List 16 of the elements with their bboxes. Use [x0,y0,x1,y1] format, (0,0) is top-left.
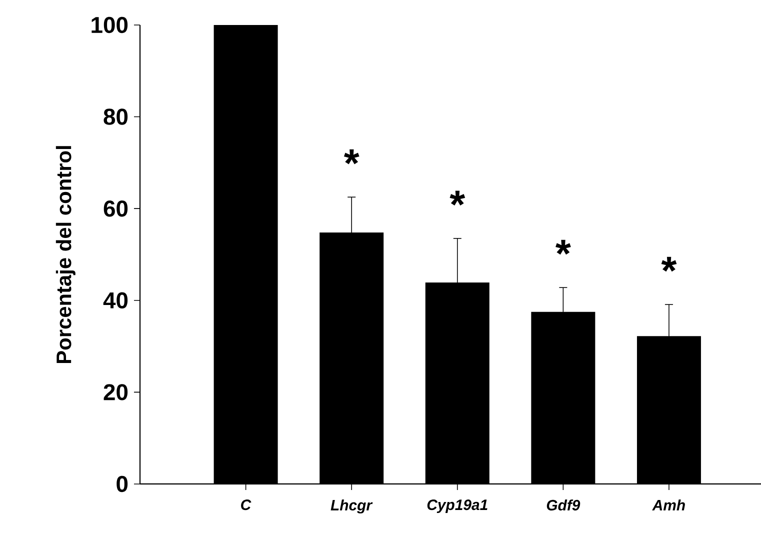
x-tick-label: Lhcgr [330,500,373,514]
y-tick-label: 100 [92,16,128,34]
y-axis-title: Porcentaje del control [56,146,76,363]
annotation: * [450,190,466,206]
x-tick-label: Gdf9 [546,500,580,510]
x-tick-label: Amh [652,500,685,510]
y-tick-label: 20 [104,384,128,400]
annotation: * [556,240,571,255]
annotation: * [661,256,677,272]
x-tick-label: C [241,500,252,510]
y-tick-label: 80 [104,108,128,125]
y-tick-label: 40 [103,292,128,308]
y-tick-label: 60 [104,200,128,217]
y-tick-label: 0 [116,476,128,492]
x-tick-label: Cyp19a1 [427,500,488,514]
annotation: * [344,149,360,164]
